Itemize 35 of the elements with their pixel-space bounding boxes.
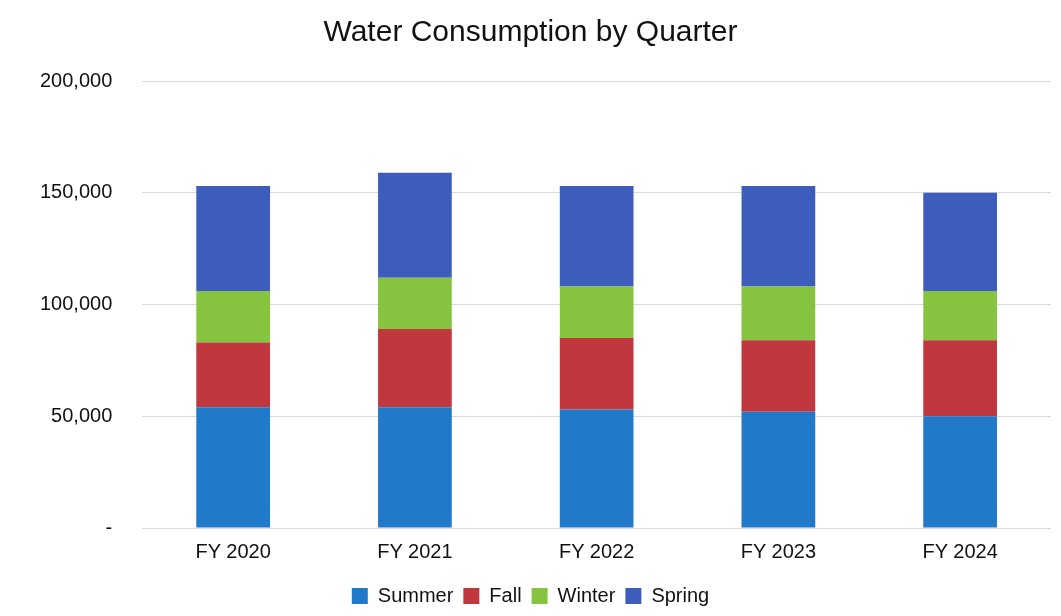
bar — [559, 409, 634, 528]
bar — [196, 342, 271, 408]
chart-title: Water Consumption by Quarter — [323, 14, 738, 48]
bar — [559, 338, 634, 410]
bar — [741, 340, 816, 412]
y-tick-label: 200,000 — [40, 68, 113, 91]
bar — [741, 411, 816, 528]
x-tick-label: FY 2020 — [195, 539, 271, 562]
bar — [196, 407, 271, 528]
bar — [741, 186, 816, 287]
y-tick-label: 50,000 — [51, 403, 113, 426]
legend-label: Spring — [651, 583, 710, 606]
legend-label: Fall — [489, 583, 522, 606]
x-tick-label: FY 2023 — [740, 539, 817, 562]
legend-label: Summer — [377, 583, 454, 606]
bar — [196, 291, 271, 343]
bar — [923, 340, 997, 417]
y-tick-label: - — [105, 515, 113, 538]
bar — [923, 416, 997, 528]
bar — [378, 407, 452, 528]
bar — [196, 186, 271, 292]
bar — [378, 172, 452, 278]
x-tick-label: FY 2024 — [922, 539, 998, 562]
x-tick-label: FY 2021 — [377, 539, 453, 562]
legend-label: Winter — [557, 583, 616, 606]
bar — [559, 286, 634, 339]
bar — [559, 186, 634, 287]
y-tick-label: 150,000 — [40, 180, 113, 203]
y-tick-label: 100,000 — [40, 292, 113, 315]
bar — [741, 286, 816, 341]
x-tick-label: FY 2022 — [559, 539, 635, 562]
bar — [923, 291, 997, 341]
bar — [378, 329, 452, 408]
bar — [378, 277, 452, 330]
bar — [923, 192, 997, 292]
